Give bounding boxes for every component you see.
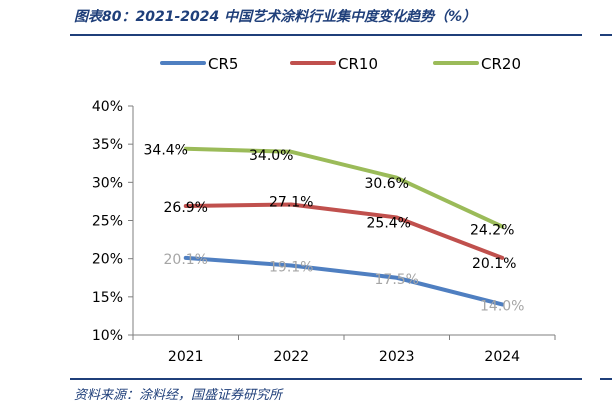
y-tick-label: 30% xyxy=(92,175,123,191)
chart-title: 图表80：2021-2024 中国艺术涂料行业集中度变化趋势（%） xyxy=(74,9,477,25)
data-label-cr20: 24.2% xyxy=(470,223,514,239)
data-label-cr10: 20.1% xyxy=(472,256,516,272)
data-label-cr10: 26.9% xyxy=(164,200,208,216)
x-tick-label: 2024 xyxy=(484,349,520,365)
data-label-cr5: 17.5% xyxy=(375,272,419,288)
legend-label-cr20: CR20 xyxy=(481,55,521,73)
y-tick-label: 25% xyxy=(92,214,123,230)
header-divider-right xyxy=(600,34,612,36)
y-tick-label: 15% xyxy=(92,290,123,306)
data-label-cr20: 34.4% xyxy=(144,143,188,159)
footer-divider xyxy=(70,378,582,380)
data-label-cr20: 34.0% xyxy=(249,148,293,164)
legend-label-cr5: CR5 xyxy=(208,55,238,73)
series-line-cr20 xyxy=(183,146,505,229)
series-line-cr5 xyxy=(183,255,505,307)
header-divider xyxy=(70,34,582,36)
y-tick-label: 35% xyxy=(92,137,123,153)
x-tick-label: 2023 xyxy=(379,349,415,365)
y-tick-label: 40% xyxy=(92,99,123,115)
x-tick-label: 2022 xyxy=(273,349,309,365)
source-note: 资料来源：涂料经，国盛证券研究所 xyxy=(74,388,283,403)
y-tick-label: 10% xyxy=(92,328,123,344)
data-label-cr5: 14.0% xyxy=(480,298,524,314)
x-tick-label: 2021 xyxy=(168,349,204,365)
y-tick-label: 20% xyxy=(92,252,123,268)
series-line-cr10 xyxy=(183,202,505,260)
data-label-cr10: 27.1% xyxy=(269,194,313,210)
data-label-cr10: 25.4% xyxy=(367,215,411,231)
data-label-cr5: 20.1% xyxy=(164,252,208,268)
data-label-cr5: 19.1% xyxy=(269,260,313,276)
footer-divider-right xyxy=(600,378,612,380)
legend-label-cr10: CR10 xyxy=(338,55,378,73)
data-label-cr20: 30.6% xyxy=(365,176,409,192)
